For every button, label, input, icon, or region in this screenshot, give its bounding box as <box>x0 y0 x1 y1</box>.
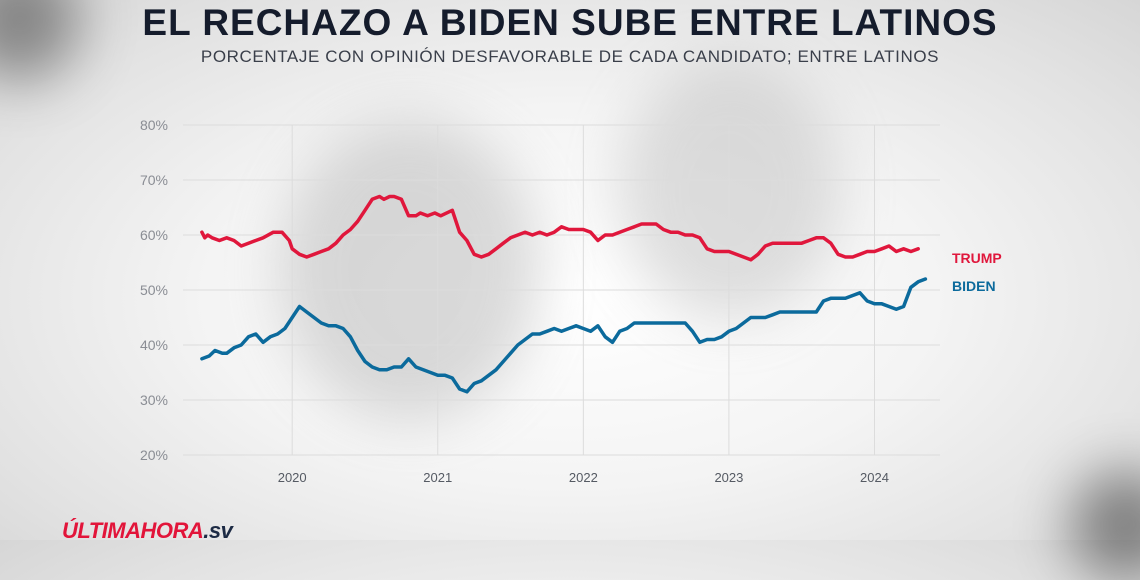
brand-logo: ÚLTIMAHORA.sv <box>62 518 233 544</box>
y-tick-label: 70% <box>140 172 168 188</box>
chart-title: EL RECHAZO A BIDEN SUBE ENTRE LATINOS <box>142 2 998 43</box>
series-line-biden <box>200 277 928 394</box>
y-tick-label: 50% <box>140 282 168 298</box>
logo-domain: .sv <box>203 518 233 543</box>
series-label-trump: TRUMP <box>952 250 1002 266</box>
y-tick-label: 40% <box>140 337 168 353</box>
x-tick-label: 2022 <box>569 470 598 485</box>
x-tick-label: 2020 <box>278 470 307 485</box>
y-tick-label: 60% <box>140 227 168 243</box>
line-chart: 20% 30% 40% 50% 60% 70% 80% 2020 2021 2022 2023 202… <box>140 117 1002 485</box>
x-tick-label: 2023 <box>714 470 743 485</box>
series-line-trump <box>200 194 920 262</box>
y-tick-label: 30% <box>140 392 168 408</box>
y-tick-label: 20% <box>140 447 168 463</box>
x-tick-label: 2024 <box>860 470 889 485</box>
x-tick-label: 2021 <box>423 470 452 485</box>
background-figure <box>620 60 840 320</box>
series-label-biden: BIDEN <box>952 278 996 294</box>
y-tick-label: 80% <box>140 117 168 133</box>
logo-text: ÚLTIMAHORA <box>62 518 204 543</box>
chart-subtitle: PORCENTAJE CON OPINIÓN DESFAVORABLE DE C… <box>200 47 940 66</box>
